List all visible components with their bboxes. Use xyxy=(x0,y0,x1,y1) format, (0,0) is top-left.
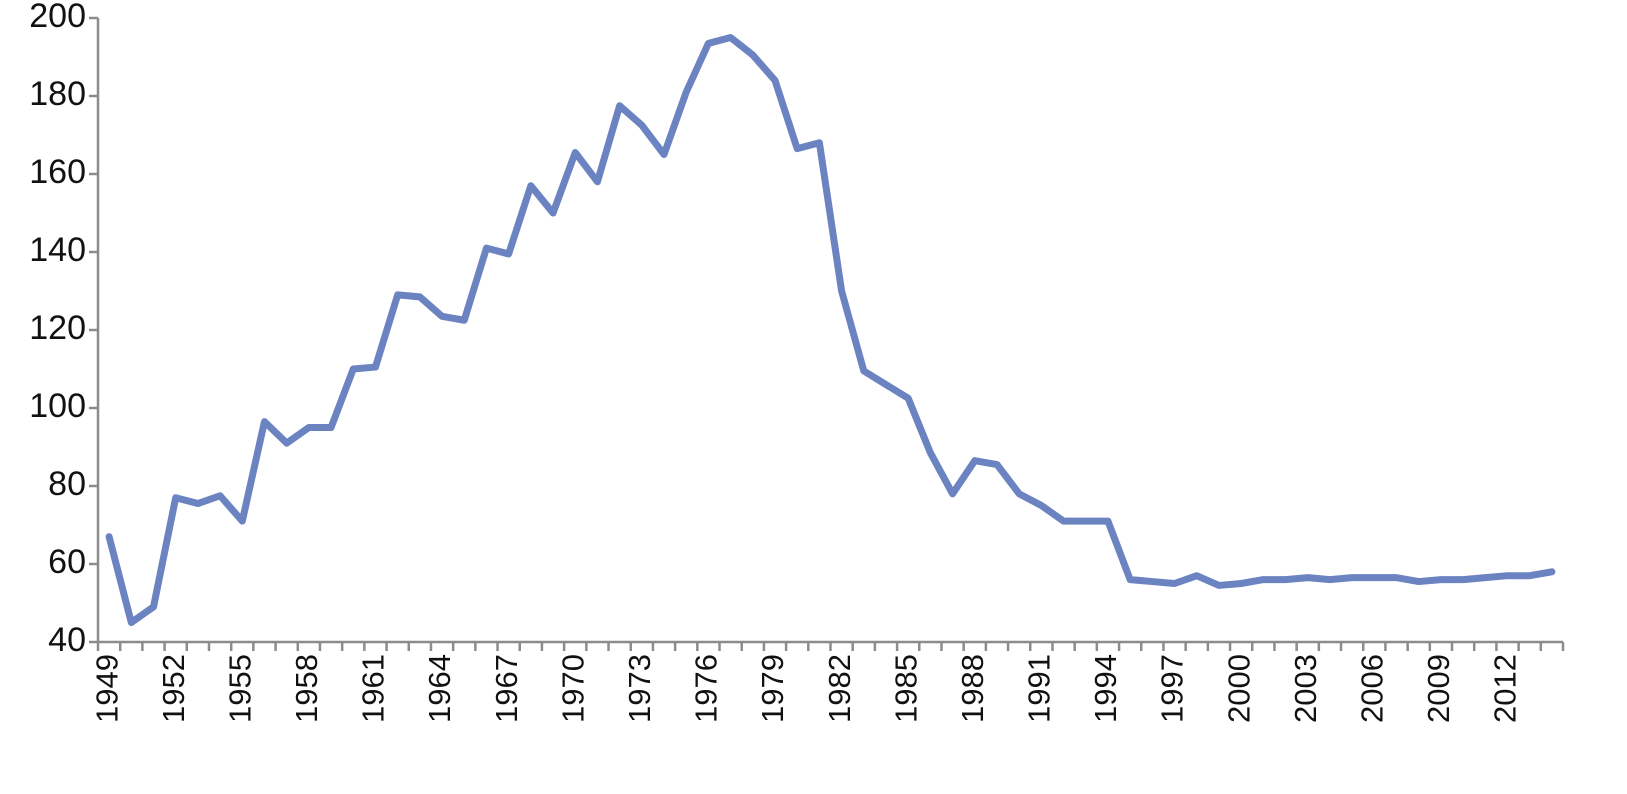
x-tick-label: 1970 xyxy=(555,654,590,723)
x-tick-label: 2003 xyxy=(1288,654,1323,723)
x-tick-label: 1964 xyxy=(422,654,457,723)
y-tick-label: 100 xyxy=(29,387,86,425)
x-tick-label: 1961 xyxy=(356,654,391,723)
y-tick-label: 60 xyxy=(48,543,86,581)
x-tick-label: 1994 xyxy=(1088,654,1123,723)
x-tick-label: 2009 xyxy=(1421,654,1456,723)
x-tick-label: 2006 xyxy=(1355,654,1390,723)
x-tick-label: 1952 xyxy=(156,654,191,723)
y-tick-label: 80 xyxy=(48,465,86,503)
x-tick-label: 1976 xyxy=(689,654,724,723)
y-tick-label: 120 xyxy=(29,309,86,347)
y-tick-label: 40 xyxy=(48,621,86,659)
line-series xyxy=(105,34,1556,626)
x-tick-label: 2000 xyxy=(1221,654,1256,723)
x-tick-label: 1973 xyxy=(622,654,657,723)
y-tick-label: 200 xyxy=(29,0,86,35)
x-tick-label: 1967 xyxy=(489,654,524,723)
x-tick-label: 1982 xyxy=(822,654,857,723)
x-tick-label: 1958 xyxy=(289,654,324,723)
x-tick-label: 2012 xyxy=(1488,654,1523,723)
x-tick-label: 1979 xyxy=(755,654,790,723)
x-tick-label: 1949 xyxy=(89,654,124,723)
y-tick-label: 140 xyxy=(29,231,86,269)
x-tick-label: 1988 xyxy=(955,654,990,723)
y-tick-label: 180 xyxy=(29,75,86,113)
x-tick-label: 1997 xyxy=(1155,654,1190,723)
x-tick-label: 1991 xyxy=(1022,654,1057,723)
x-tick-label: 1985 xyxy=(888,654,923,723)
x-tick-label: 1955 xyxy=(222,654,257,723)
y-tick-label: 160 xyxy=(29,153,86,191)
